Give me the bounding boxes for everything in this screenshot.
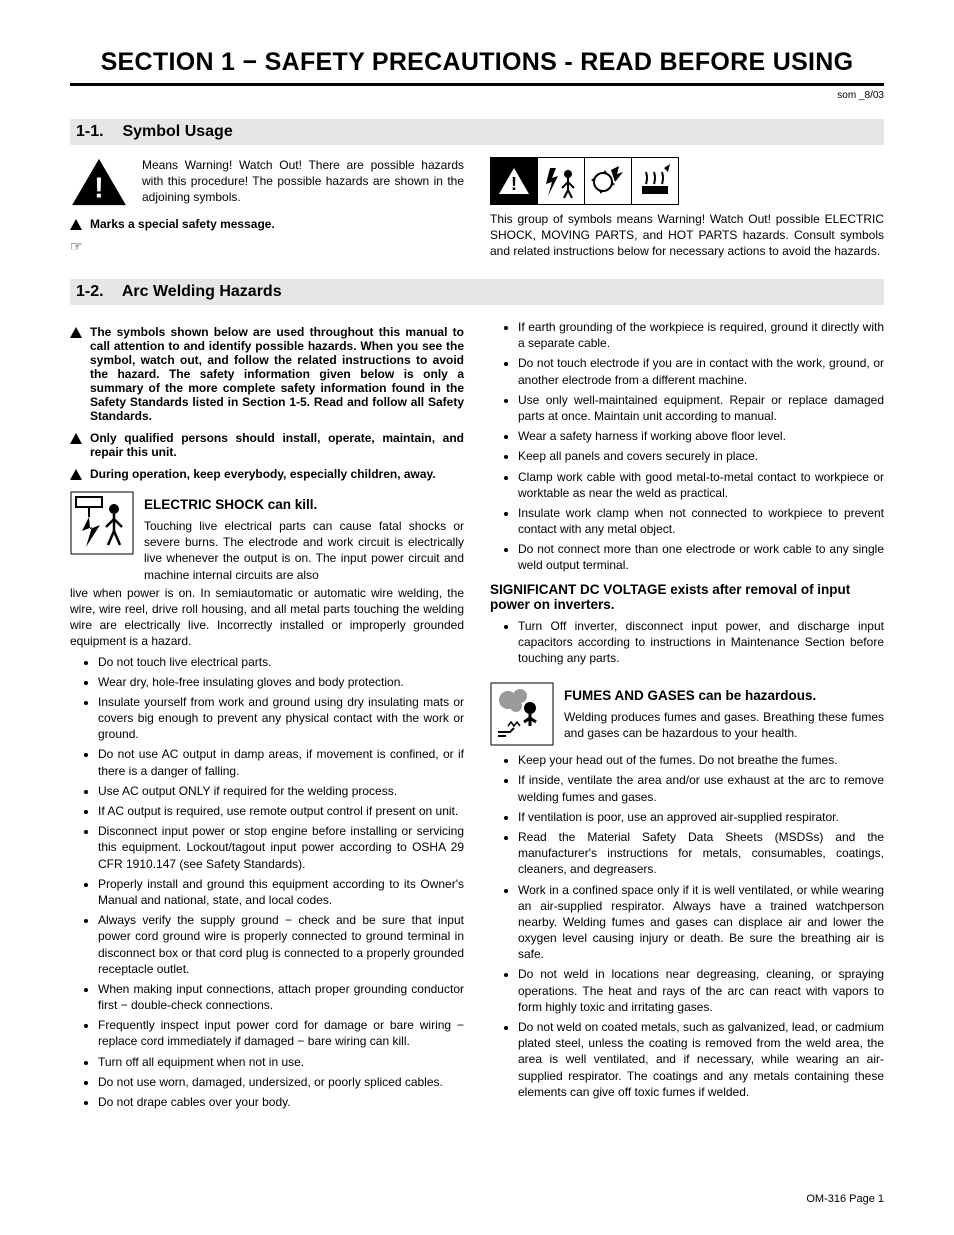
bullet-item: Do not touch live electrical parts.	[98, 654, 464, 670]
bullet-item: Keep all panels and covers securely in p…	[518, 448, 884, 464]
subsection-number: 1-1.	[76, 123, 118, 141]
bullet-item: When making input connections, attach pr…	[98, 981, 464, 1013]
warning-symbol-row: ! Means Warning! Watch Out! There are po…	[70, 157, 464, 207]
electric-shock-icon	[70, 491, 134, 555]
electric-shock-bullet-list: Do not touch live electrical parts. Wear …	[70, 654, 464, 1111]
bullet-item: Wear dry, hole-free insulating gloves an…	[98, 674, 464, 690]
intro-marker-text: The symbols shown below are used through…	[90, 325, 464, 423]
intro-marker-text: Only qualified persons should install, o…	[90, 431, 464, 459]
hazard-warning-icon: !	[491, 158, 537, 204]
intro-marker-list: The symbols shown below are used through…	[70, 325, 464, 481]
hazard-hot-parts-icon	[631, 158, 678, 204]
triangle-marker-icon	[70, 217, 82, 230]
dc-voltage-bullet-list: Turn Off inverter, disconnect input powe…	[490, 618, 884, 667]
bullet-item: Use only well-maintained equipment. Repa…	[518, 392, 884, 424]
bullet-item: If inside, ventilate the area and/or use…	[518, 772, 884, 804]
col-left: The symbols shown below are used through…	[70, 317, 464, 1114]
fumes-icon	[490, 682, 554, 746]
fumes-block: FUMES AND GASES can be hazardous. Weldin…	[490, 682, 884, 746]
intro-marker-item: Only qualified persons should install, o…	[70, 431, 464, 459]
page: SECTION 1 − SAFETY PRECAUTIONS - READ BE…	[0, 0, 954, 1235]
section-1-2-columns: The symbols shown below are used through…	[70, 317, 884, 1114]
intro-marker-text: During operation, keep everybody, especi…	[90, 467, 464, 481]
page-footer: OM-316 Page 1	[806, 1193, 884, 1205]
bullet-item: Do not weld on coated metals, such as ga…	[518, 1019, 884, 1100]
electric-shock-lead-part1: Touching live electrical parts can cause…	[144, 518, 464, 583]
subsection-title: Arc Welding Hazards	[122, 283, 282, 300]
bullet-item: Clamp work cable with good metal-to-meta…	[518, 469, 884, 501]
hazard-moving-parts-icon	[584, 158, 631, 204]
electric-shock-title: ELECTRIC SHOCK can kill.	[144, 497, 464, 512]
subsection-number: 1-2.	[76, 283, 118, 301]
subsection-title: Symbol Usage	[122, 123, 232, 140]
bullet-item: Insulate yourself from work and ground u…	[98, 694, 464, 743]
hazard-icon-strip: !	[490, 157, 679, 205]
bullet-item: Do not use AC output in damp areas, if m…	[98, 746, 464, 778]
bullet-item: Read the Material Safety Data Sheets (MS…	[518, 829, 884, 878]
intro-marker-item: The symbols shown below are used through…	[70, 325, 464, 423]
bullet-item: Do not use worn, damaged, undersized, or…	[98, 1074, 464, 1090]
bullet-item: Disconnect input power or stop engine be…	[98, 823, 464, 872]
bullet-item: Always verify the supply ground − check …	[98, 912, 464, 977]
col-right: ! This group of symbols means Warning! W…	[490, 157, 884, 261]
bullet-item: Do not weld in locations near degreasing…	[518, 966, 884, 1015]
bullet-item: Do not touch electrode if you are in con…	[518, 355, 884, 387]
hand-pointer-icon: ☞	[70, 239, 90, 253]
triangle-marker-icon	[70, 467, 82, 480]
bullet-item: Do not drape cables over your body.	[98, 1094, 464, 1110]
section-title: SECTION 1 − SAFETY PRECAUTIONS - READ BE…	[70, 48, 884, 86]
subsection-1-2-heading: 1-2. Arc Welding Hazards	[70, 279, 884, 305]
bullet-item: Insulate work clamp when not connected t…	[518, 505, 884, 537]
fumes-lead: Welding produces fumes and gases. Breath…	[564, 709, 884, 741]
hand-marker-row: ☞	[70, 239, 464, 253]
svg-text:!: !	[511, 174, 517, 194]
bullet-item: Wear a safety harness if working above f…	[518, 428, 884, 444]
revision-note: som _8/03	[70, 90, 884, 101]
bullet-item: Do not connect more than one electrode o…	[518, 541, 884, 573]
electric-continued-bullet-list: If earth grounding of the workpiece is r…	[490, 319, 884, 574]
bullet-item: Turn off all equipment when not in use.	[98, 1054, 464, 1070]
warning-triangle-icon: !	[70, 157, 128, 207]
hazard-shock-icon	[537, 158, 584, 204]
fumes-bullet-list: Keep your head out of the fumes. Do not …	[490, 752, 884, 1100]
electric-shock-lead-part2: live when power is on. In semiautomatic …	[70, 585, 464, 650]
triangle-marker-text: Marks a special safety message.	[90, 217, 275, 231]
triangle-marker-icon	[70, 325, 82, 338]
col-left: ! Means Warning! Watch Out! There are po…	[70, 157, 464, 261]
svg-text:!: !	[94, 172, 104, 204]
col-right: If earth grounding of the workpiece is r…	[490, 317, 884, 1114]
bullet-item: Work in a confined space only if it is w…	[518, 882, 884, 963]
bullet-item: If earth grounding of the workpiece is r…	[518, 319, 884, 351]
bullet-item: Use AC output ONLY if required for the w…	[98, 783, 464, 799]
section-1-1-columns: ! Means Warning! Watch Out! There are po…	[70, 157, 884, 261]
intro-marker-item: During operation, keep everybody, especi…	[70, 467, 464, 481]
bullet-item: If AC output is required, use remote out…	[98, 803, 464, 819]
bullet-item: Properly install and ground this equipme…	[98, 876, 464, 908]
bullet-item: Frequently inspect input power cord for …	[98, 1017, 464, 1049]
triangle-marker-icon	[70, 431, 82, 444]
hazard-group-text: This group of symbols means Warning! Wat…	[490, 211, 884, 260]
fumes-title: FUMES AND GASES can be hazardous.	[564, 688, 884, 703]
dc-voltage-title: SIGNIFICANT DC VOLTAGE exists after remo…	[490, 582, 884, 612]
warning-symbol-text: Means Warning! Watch Out! There are poss…	[142, 157, 464, 206]
subsection-1-1-heading: 1-1. Symbol Usage	[70, 119, 884, 145]
electric-shock-block: ELECTRIC SHOCK can kill. Touching live e…	[70, 491, 464, 583]
bullet-item: Keep your head out of the fumes. Do not …	[518, 752, 884, 768]
triangle-marker-row: Marks a special safety message.	[70, 217, 464, 231]
bullet-item: If ventilation is poor, use an approved …	[518, 809, 884, 825]
bullet-item: Turn Off inverter, disconnect input powe…	[518, 618, 884, 667]
